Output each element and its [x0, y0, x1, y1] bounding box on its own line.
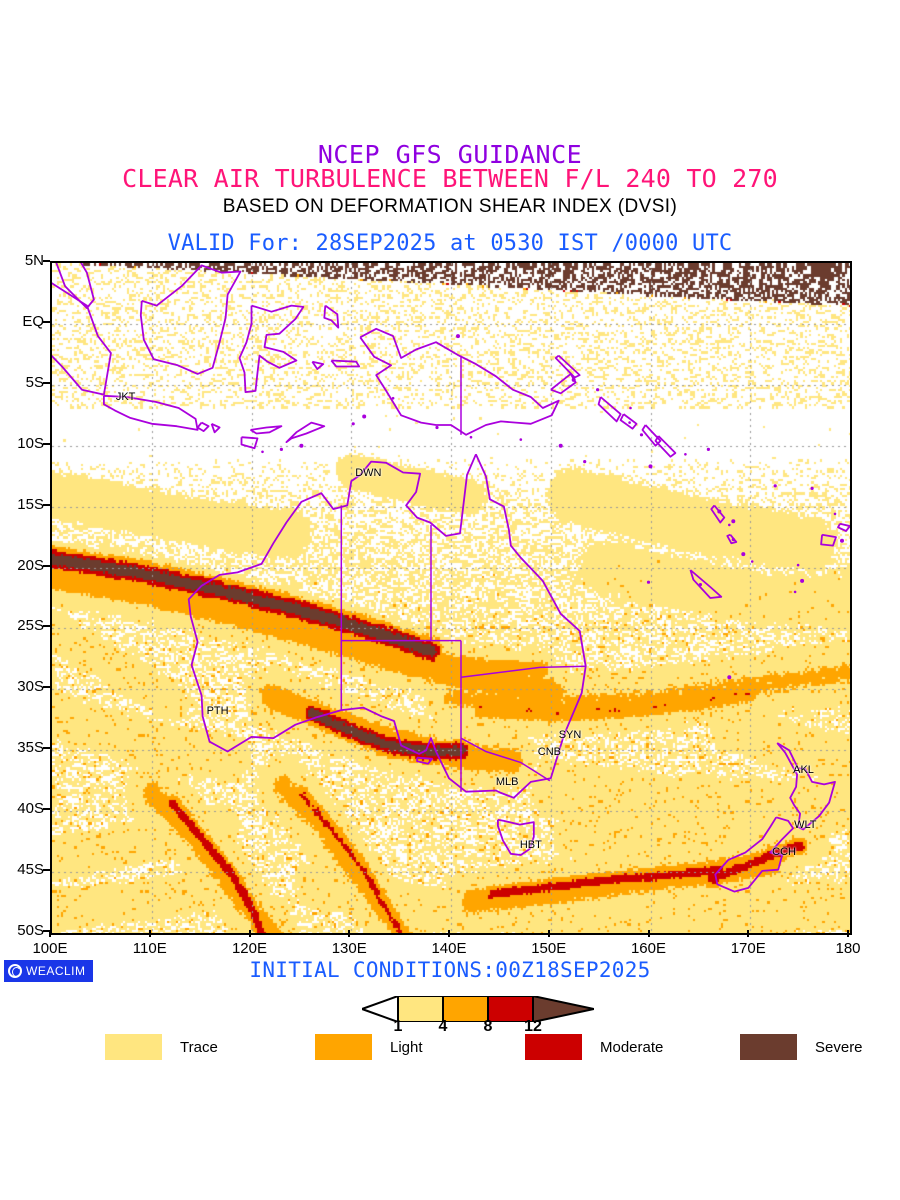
lat-tick-label: 10S	[17, 434, 44, 452]
lat-tick-label: EQ	[22, 312, 44, 330]
lon-tick-label: 150E	[531, 940, 567, 957]
lat-tick-mark	[43, 625, 50, 628]
lon-tick-mark	[348, 930, 351, 937]
city-label-hbt: HBT	[519, 838, 542, 851]
lat-tick-mark	[43, 320, 50, 323]
lon-tick-mark	[148, 930, 151, 937]
lat-tick-mark	[43, 930, 50, 932]
colorbar-tick-labels: 1 4 8 12	[362, 1018, 594, 1038]
lon-tick-mark	[448, 930, 450, 937]
legend-label-trace: Trace	[180, 1038, 218, 1056]
colorbar-tick-4: 4	[438, 1018, 448, 1035]
lon-tick-label: 130E	[331, 940, 367, 957]
lon-tick-label: 120E	[231, 940, 268, 957]
legend-swatch-moderate	[525, 1034, 582, 1060]
lat-tick-label: 25S	[17, 617, 44, 635]
lon-tick-label: 160E	[630, 940, 667, 957]
legend-swatch-severe	[740, 1034, 797, 1060]
lat-tick-mark	[43, 381, 50, 384]
lat-tick-mark	[43, 808, 50, 811]
chart-subtitle-flight-levels: CLEAR AIR TURBULENCE BETWEEN F/L 240 TO …	[122, 164, 778, 193]
lon-tick-label: 100E	[32, 940, 68, 957]
lon-tick-mark	[747, 930, 750, 937]
lat-tick-mark	[43, 503, 50, 506]
legend-item-trace: Trace	[105, 1034, 218, 1060]
lat-tick-label: 5S	[25, 373, 44, 391]
legend-label-severe: Severe	[815, 1038, 863, 1056]
city-label-wlt: WLT	[794, 819, 817, 832]
legend-item-light: Light	[315, 1034, 423, 1060]
colorbar-tick-8: 8	[483, 1018, 493, 1035]
lon-tick-mark	[248, 930, 251, 937]
lat-tick-label: 50S	[17, 922, 44, 939]
lat-tick-mark	[43, 869, 50, 872]
legend-label-light: Light	[390, 1038, 423, 1056]
weaclim-logo-badge: WEACLIM	[4, 960, 93, 982]
city-label-mlb: MLB	[495, 776, 519, 789]
lon-tick-label: 180	[835, 940, 861, 957]
weaclim-logo-text: WEACLIM	[26, 964, 86, 978]
lat-tick-label: 15S	[17, 495, 44, 513]
legend-item-moderate: Moderate	[525, 1034, 663, 1060]
map-plot-area	[50, 261, 852, 935]
colorbar-tick-12: 12	[524, 1018, 542, 1035]
lon-tick-label: 140E	[431, 940, 467, 957]
turbulence-field-canvas	[52, 263, 850, 933]
legend-swatch-trace	[105, 1034, 162, 1060]
city-label-dwn: DWN	[355, 466, 382, 479]
page-title: NCEP GFS GUIDANCE	[317, 140, 583, 169]
colorbar-over-arrow	[532, 994, 595, 1024]
lat-tick-mark	[43, 686, 50, 689]
city-label-pth: PTH	[206, 704, 229, 717]
city-label-cch: CCH	[772, 845, 797, 858]
lat-tick-label: 45S	[17, 861, 44, 879]
city-label-jkt: JKT	[115, 391, 136, 404]
city-label-akl: AKL	[793, 764, 814, 777]
lon-tick-label: 110E	[132, 940, 167, 957]
city-label-cnb: CNB	[537, 745, 561, 758]
lat-tick-mark	[43, 260, 50, 262]
severity-legend: Trace Light Moderate Severe	[0, 1034, 900, 1064]
lat-tick-label: 30S	[17, 678, 44, 696]
lat-tick-label: 20S	[17, 556, 44, 574]
chart-subtitle-index: BASED ON DEFORMATION SHEAR INDEX (DVSI)	[222, 196, 678, 217]
legend-item-severe: Severe	[740, 1034, 863, 1060]
city-label-syn: SYN	[558, 728, 582, 741]
lat-tick-mark	[43, 442, 50, 445]
circle-swirl-icon	[8, 964, 22, 978]
lat-tick-label: 40S	[17, 800, 44, 818]
lon-tick-mark	[647, 930, 650, 937]
lat-tick-mark	[43, 564, 50, 567]
colorbar-svg	[359, 994, 595, 1024]
lat-tick-label: 5N	[24, 252, 44, 269]
lon-tick-mark	[49, 930, 51, 937]
legend-label-moderate: Moderate	[600, 1038, 664, 1056]
initial-conditions-text: INITIAL CONDITIONS:00Z18SEP2025	[249, 958, 651, 982]
lat-tick-mark	[43, 747, 50, 750]
legend-swatch-light	[315, 1034, 372, 1060]
colorbar	[359, 994, 595, 1024]
lon-tick-label: 170E	[730, 940, 766, 957]
lon-tick-mark	[547, 930, 550, 937]
colorbar-tick-1: 1	[393, 1018, 403, 1035]
lat-tick-label: 35S	[17, 739, 44, 757]
lon-tick-mark	[847, 930, 849, 937]
valid-time-text: VALID For: 28SEP2025 at 0530 IST /0000 U…	[167, 231, 733, 256]
